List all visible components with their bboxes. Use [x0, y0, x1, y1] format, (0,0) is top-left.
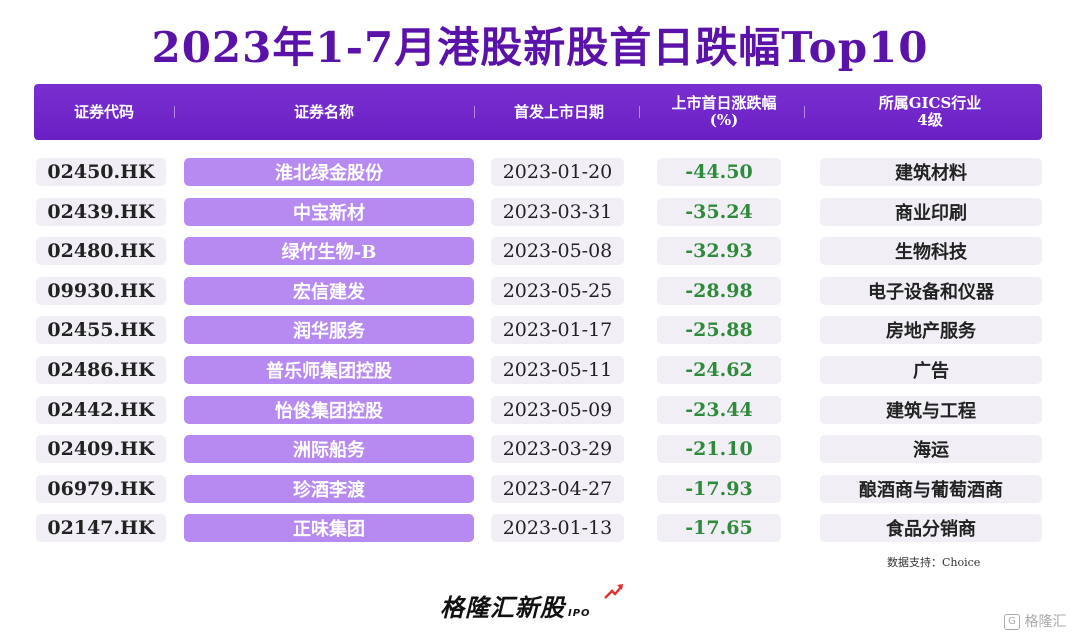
cell-code: 02455.HK: [36, 316, 166, 344]
data-source: 数据支持：Choice: [887, 556, 981, 569]
cell-code: 02480.HK: [36, 237, 166, 265]
cell-name: 绿竹生物-B: [184, 237, 474, 265]
cell-industry: 房地产服务: [820, 316, 1042, 344]
cell-industry: 电子设备和仪器: [820, 277, 1042, 305]
watermark-logo-icon: G: [1004, 614, 1020, 630]
cell-name: 润华服务: [184, 316, 474, 344]
cell-date: 2023-05-25: [491, 277, 624, 305]
cell-change: -23.44: [657, 396, 781, 424]
cell-date: 2023-05-11: [491, 356, 624, 384]
header-divider: [804, 106, 805, 118]
cell-change: -35.24: [657, 198, 781, 226]
cell-name: 珍酒李渡: [184, 475, 474, 503]
cell-change: -25.88: [657, 316, 781, 344]
cell-code: 02147.HK: [36, 514, 166, 542]
cell-name: 普乐师集团控股: [184, 356, 474, 384]
cell-industry: 酿酒商与葡萄酒商: [820, 475, 1042, 503]
table-header: 证券代码 证券名称 首发上市日期 上市首日涨跌幅 (%) 所属GICS行业 4级: [34, 84, 1042, 140]
cell-industry: 建筑与工程: [820, 396, 1042, 424]
cell-date: 2023-01-13: [491, 514, 624, 542]
cell-change: -17.65: [657, 514, 781, 542]
trend-arrow-icon: [604, 584, 623, 599]
cell-date: 2023-05-08: [491, 237, 624, 265]
header-industry: 所属GICS行业 4级: [819, 84, 1041, 140]
cell-industry: 食品分销商: [820, 514, 1042, 542]
header-change-line2: (%): [709, 111, 739, 129]
cell-change: -24.62: [657, 356, 781, 384]
cell-code: 02409.HK: [36, 435, 166, 463]
header-divider: [474, 106, 475, 118]
cell-code: 06979.HK: [36, 475, 166, 503]
cell-name: 正味集团: [184, 514, 474, 542]
cell-change: -21.10: [657, 435, 781, 463]
cell-code: 02486.HK: [36, 356, 166, 384]
cell-change: -44.50: [657, 158, 781, 186]
chart-title: 2023年1-7月港股新股首日跌幅Top10: [151, 23, 929, 72]
cell-name: 淮北绿金股份: [184, 158, 474, 186]
logo-text: 格隆汇新股: [440, 594, 565, 622]
cell-name: 中宝新材: [184, 198, 474, 226]
cell-name: 宏信建发: [184, 277, 474, 305]
cell-name: 怡俊集团控股: [184, 396, 474, 424]
cell-industry: 建筑材料: [820, 158, 1042, 186]
header-divider: [174, 106, 175, 118]
cell-change: -28.98: [657, 277, 781, 305]
cell-date: 2023-04-27: [491, 475, 624, 503]
header-industry-line2: 4级: [917, 111, 943, 129]
cell-name: 洲际船务: [184, 435, 474, 463]
cell-code: 02442.HK: [36, 396, 166, 424]
brand-logo: 格隆汇新股 IPO: [440, 588, 591, 623]
cell-industry: 商业印刷: [820, 198, 1042, 226]
cell-date: 2023-03-29: [491, 435, 624, 463]
header-code: 证券代码: [73, 102, 134, 121]
cell-date: 2023-01-20: [491, 158, 624, 186]
cell-change: -32.93: [657, 237, 781, 265]
cell-industry: 海运: [820, 435, 1042, 463]
cell-code: 09930.HK: [36, 277, 166, 305]
cell-date: 2023-03-31: [491, 198, 624, 226]
cell-code: 02450.HK: [36, 158, 166, 186]
cell-industry: 广告: [820, 356, 1042, 384]
cell-change: -17.93: [657, 475, 781, 503]
watermark: G 格隆汇: [1004, 611, 1066, 631]
header-change-line1: 上市首日涨跌幅: [671, 94, 777, 112]
logo-suffix: IPO: [568, 608, 591, 619]
header-change: 上市首日涨跌幅 (%): [654, 84, 794, 140]
header-divider: [639, 106, 640, 118]
watermark-text: 格隆汇: [1024, 614, 1067, 630]
cell-code: 02439.HK: [36, 198, 166, 226]
header-name: 证券名称: [293, 102, 354, 121]
header-industry-line1: 所属GICS行业: [878, 94, 982, 112]
cell-industry: 生物科技: [820, 237, 1042, 265]
header-date: 首发上市日期: [513, 102, 604, 121]
cell-date: 2023-01-17: [491, 316, 624, 344]
cell-date: 2023-05-09: [491, 396, 624, 424]
